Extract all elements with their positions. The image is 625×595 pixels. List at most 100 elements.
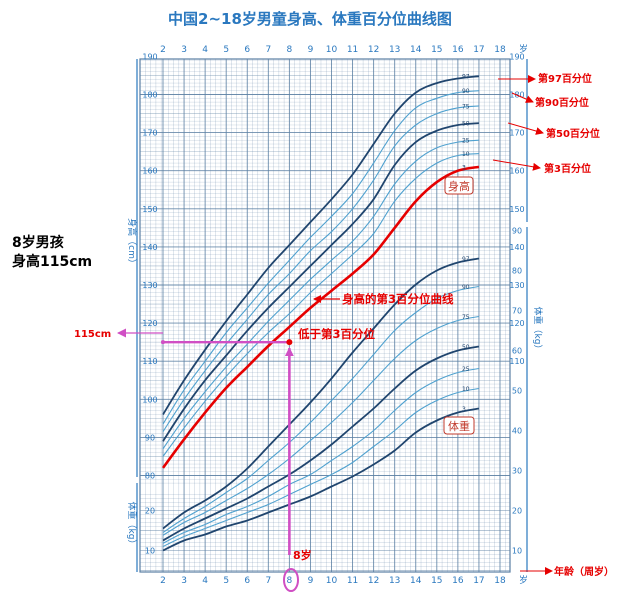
grid: [139, 58, 511, 573]
x-tick-label-bottom: 4: [202, 576, 208, 586]
x-tick-label-top: 7: [265, 45, 271, 55]
weight-tick-label: 90: [512, 227, 522, 236]
height-tick-label-right: 160: [509, 167, 524, 176]
series-label-height-p90: 90: [462, 88, 470, 95]
series-label-height-p75: 75: [462, 103, 470, 110]
x-tick-label-bottom: 18: [494, 576, 506, 586]
series-line-weight-p25: [162, 367, 480, 544]
series-label-weight-p75: 75: [462, 314, 470, 321]
p90-arrow: [511, 92, 534, 103]
height-tick-label-right: 150: [509, 205, 524, 214]
annotation-p3: 第3百分位: [544, 162, 591, 175]
weight-tick-label: 10: [512, 547, 522, 556]
x-tick-label-bottom: 5: [223, 576, 229, 586]
weight-tick-label: 50: [512, 387, 522, 396]
x-tick-label-top: 6: [244, 45, 250, 55]
series-line-height-p10: [162, 153, 479, 457]
weight-tick-label: 80: [512, 267, 522, 276]
x-tick-label-top: 5: [223, 45, 229, 55]
x-tick-label-top: 4: [202, 45, 208, 55]
x-tick-label-bottom: 7: [265, 576, 271, 586]
series-label-height-p25: 25: [462, 138, 470, 145]
annotation-child: 8岁男孩: [12, 234, 64, 251]
height-tick-label: 130: [142, 281, 157, 290]
height-tick-label-right: 110: [509, 357, 524, 366]
x-tick-label-bottom: 10: [326, 576, 338, 586]
series-line-height-p50: [162, 122, 479, 442]
height-tick-label-right: 170: [509, 129, 524, 138]
series-line-weight-p10: [162, 387, 480, 547]
x-tick-label-top: 16: [452, 45, 464, 55]
marker-left-dot: [161, 340, 165, 345]
x-tick-label-top: 13: [389, 45, 400, 55]
x-tick-label-top: 3: [181, 45, 187, 55]
data-point: [286, 339, 293, 346]
percentile-curves: [161, 75, 480, 552]
height-tick-label: 80: [145, 472, 155, 481]
annotation-left-value: 115cm: [74, 329, 111, 340]
x-unit-bottom: 岁: [519, 574, 528, 586]
weight-tick-label: 70: [512, 307, 522, 316]
curve-labels: 97 90 75 50 25 10 3 97 90 75 50 25 10 3: [462, 74, 470, 413]
x-tick-label-bottom: 14: [410, 576, 422, 586]
x-tick-label-top: 10: [326, 45, 338, 55]
series-line-height-p25: [162, 139, 479, 450]
weight-axis-title-left: 体重（kg）: [126, 502, 138, 549]
series-label-weight-p90: 90: [462, 284, 470, 291]
x-tick-label-top: 12: [368, 45, 379, 55]
series-line-weight-p97: [162, 257, 480, 530]
x-unit-top: 岁: [519, 43, 528, 55]
series-label-weight-p10: 10: [462, 386, 470, 393]
x-tick-label-bottom: 3: [181, 576, 187, 586]
height-tick-label: 160: [142, 167, 157, 176]
annotation-p3-curve: 身高的第3百分位曲线: [342, 292, 454, 306]
x-tick-label-bottom: 17: [473, 576, 484, 586]
height-tick-label-right: 120: [509, 319, 524, 328]
series-label-height-p3: 3: [462, 164, 466, 171]
age-circle: [283, 568, 299, 592]
series-line-weight-p50: [162, 345, 480, 542]
x-tick-label-top: 8: [287, 45, 293, 55]
annotation-p50: 第50百分位: [546, 127, 600, 140]
height-tick-label: 140: [142, 243, 157, 252]
series-label-weight-p3: 3: [462, 406, 466, 413]
x-tick-label-top: 18: [494, 45, 506, 55]
x-tick-label-top: 15: [431, 45, 442, 55]
height-tick-label: 190: [142, 52, 157, 61]
x-tick-label-bottom: 16: [452, 576, 464, 586]
p50-arrow: [507, 122, 544, 135]
x-tick-label-top: 2: [160, 45, 166, 55]
weight-tick-label: 60: [512, 347, 522, 356]
height-tick-label: 150: [142, 205, 157, 214]
x-tick-label-top: 11: [347, 45, 358, 55]
height-tick-label: 100: [142, 395, 157, 404]
x-tick-label-bottom: 6: [244, 576, 250, 586]
point-marker: [161, 339, 294, 555]
x-tick-label-bottom: 11: [347, 576, 358, 586]
x-tick-label-bottom: 12: [368, 576, 379, 586]
height-tick-label-right: 190: [509, 52, 524, 61]
series-label-weight-p50: 50: [462, 344, 470, 351]
series-line-height-p75: [162, 105, 479, 432]
axes: 2 2 3 3 4 4 5 5 6 6 7 7 8 8 9 9 10 10 11 11 12 12 13 13 14 14 15 15…: [126, 43, 544, 586]
chart-title: 中国2~18岁男童身高、体重百分位曲线图: [168, 10, 452, 28]
x-tick-label-top: 9: [308, 45, 314, 55]
x-tick-label-bottom: 9: [308, 576, 314, 586]
height-tick-label: 180: [142, 91, 157, 100]
x-tick-label-bottom: 8: [287, 576, 293, 586]
annotation-p90: 第90百分位: [535, 96, 589, 109]
annotation-below-p3: 低于第3百分位: [297, 327, 376, 341]
weight-axis-title: 体重（kg）: [532, 307, 544, 354]
weight-box: [443, 416, 475, 435]
x-tick-label-bottom: 13: [389, 576, 400, 586]
p3-arrow: [492, 159, 541, 171]
annotation-p97: 第97百分位: [538, 72, 592, 85]
height-tick-label: 120: [142, 319, 157, 328]
x-tick-label-bottom: 2: [160, 576, 166, 586]
series-label-height-p97: 97: [462, 74, 470, 81]
height-tick-label-right: 130: [509, 281, 524, 290]
series-line-weight-p3: [162, 407, 480, 552]
height-box: [444, 176, 474, 195]
series-label-weight-p25: 25: [462, 366, 470, 373]
